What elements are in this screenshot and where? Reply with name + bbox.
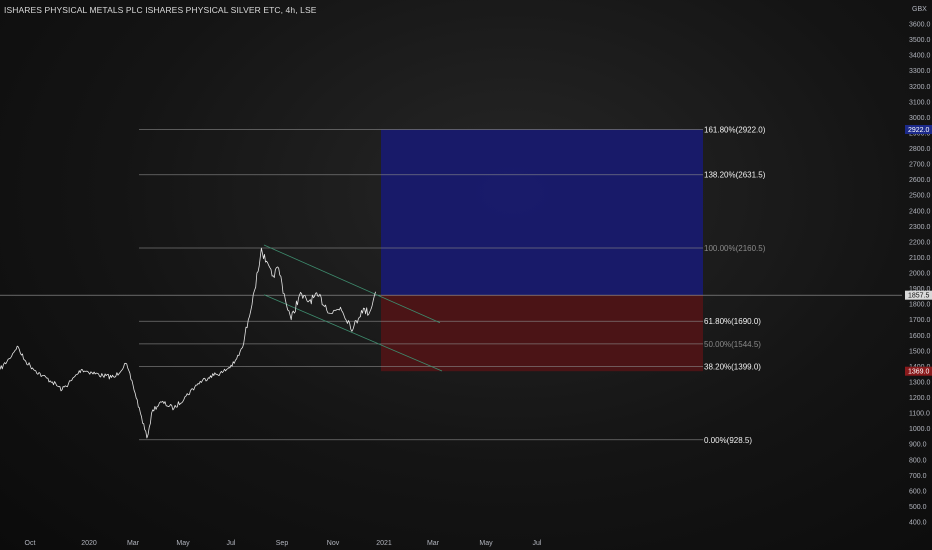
x-tick-label: Mar bbox=[127, 540, 140, 547]
y-tick-label: 1600.0 bbox=[909, 333, 931, 340]
target-price-badge-bg bbox=[905, 125, 932, 135]
y-tick-label: 1800.0 bbox=[909, 302, 931, 309]
fib-level-label: 61.80%(1690.0) bbox=[704, 317, 761, 326]
y-tick-label: 2400.0 bbox=[909, 208, 931, 215]
y-tick-label: 2300.0 bbox=[909, 224, 931, 231]
fib-level-label: 100.00%(2160.5) bbox=[704, 244, 766, 253]
y-tick-label: 1300.0 bbox=[909, 379, 931, 386]
y-tick-label: 2100.0 bbox=[909, 255, 931, 262]
y-tick-label: 2800.0 bbox=[909, 146, 931, 153]
x-tick-label: May bbox=[479, 540, 493, 547]
fib-level-label: 50.00%(1544.5) bbox=[704, 340, 761, 349]
channel-lower-line bbox=[263, 294, 443, 372]
x-tick-label: 2021 bbox=[376, 540, 392, 547]
y-tick-label: 2700.0 bbox=[909, 162, 931, 169]
y-tick-label: 900.0 bbox=[909, 442, 927, 449]
currency-label: GBX bbox=[912, 6, 927, 13]
current-price-badge-bg bbox=[905, 290, 932, 300]
y-tick-label: 800.0 bbox=[909, 457, 927, 464]
channel-upper-line bbox=[263, 244, 441, 324]
stop-zone bbox=[381, 295, 703, 372]
y-tick-label: 3300.0 bbox=[909, 68, 931, 75]
x-tick-label: Oct bbox=[25, 540, 36, 547]
y-tick-label: 400.0 bbox=[909, 520, 927, 527]
y-tick-label: 3400.0 bbox=[909, 53, 931, 60]
y-tick-label: 2000.0 bbox=[909, 271, 931, 278]
y-tick-label: 600.0 bbox=[909, 488, 927, 495]
x-tick-label: Jul bbox=[227, 540, 236, 547]
y-tick-label: 3500.0 bbox=[909, 37, 931, 44]
y-tick-label: 1700.0 bbox=[909, 317, 931, 324]
target-price-badge: 2922.0 bbox=[908, 127, 930, 134]
x-tick-label: Sep bbox=[276, 540, 289, 547]
fib-level-label: 0.00%(928.5) bbox=[704, 436, 752, 445]
y-tick-label: 700.0 bbox=[909, 473, 927, 480]
y-tick-label: 2600.0 bbox=[909, 177, 931, 184]
y-tick-label: 1900.0 bbox=[909, 286, 931, 293]
y-tick-label: 2500.0 bbox=[909, 193, 931, 200]
y-tick-label: 1100.0 bbox=[909, 411, 930, 418]
y-tick-label: 3600.0 bbox=[909, 22, 931, 29]
y-tick-label: 3200.0 bbox=[909, 84, 931, 91]
target-zone bbox=[381, 129, 703, 296]
stop-price-badge-bg bbox=[905, 366, 932, 376]
y-tick-label: 2200.0 bbox=[909, 239, 931, 246]
y-tick-label: 3000.0 bbox=[909, 115, 931, 122]
y-tick-label: 1500.0 bbox=[909, 348, 931, 355]
y-tick-label: 1000.0 bbox=[909, 426, 931, 433]
x-tick-label: Nov bbox=[327, 540, 340, 547]
current-price-badge: 1857.5 bbox=[908, 293, 930, 300]
y-tick-label: 3100.0 bbox=[909, 99, 931, 106]
y-tick-label: 500.0 bbox=[909, 504, 927, 511]
x-tick-label: 2020 bbox=[81, 540, 97, 547]
x-tick-label: Mar bbox=[427, 540, 440, 547]
fib-level-label: 138.20%(2631.5) bbox=[704, 171, 766, 180]
y-tick-label: 1200.0 bbox=[909, 395, 931, 402]
x-tick-label: Jul bbox=[533, 540, 542, 547]
chart-title: ISHARES PHYSICAL METALS PLC ISHARES PHYS… bbox=[4, 5, 317, 15]
stop-price-badge: 1369.0 bbox=[908, 369, 930, 376]
fib-level-label: 161.80%(2922.0) bbox=[704, 126, 766, 135]
x-tick-label: May bbox=[176, 540, 190, 547]
fib-level-label: 38.20%(1399.0) bbox=[704, 363, 761, 372]
price-series-line bbox=[0, 247, 376, 439]
